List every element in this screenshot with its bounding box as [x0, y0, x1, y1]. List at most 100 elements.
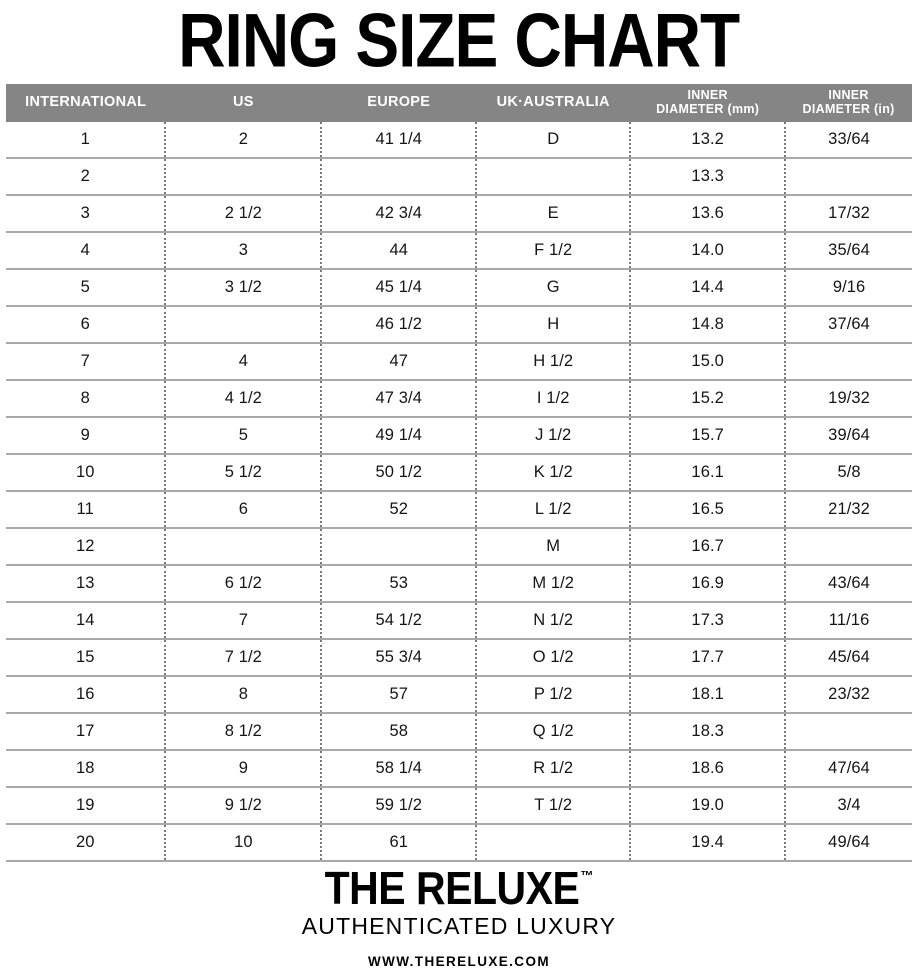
column-header-5-line1: INNER [828, 88, 869, 102]
table-cell-r5-c3: G [476, 268, 632, 306]
table-cell-r5-c2: 45 1/4 [321, 268, 478, 306]
table-cell-r18-c1: 9 [165, 749, 323, 787]
table-cell-r12-c0: 12 [6, 527, 167, 565]
table-cell-r13-c0: 13 [6, 564, 167, 602]
table-cell-r8-c5: 19/32 [785, 379, 912, 417]
table-row: 7 4 47 H 1/2 15.0 [6, 342, 912, 380]
table-cell-r6-c1 [165, 305, 323, 343]
table-cell-r11-c3: L 1/2 [476, 490, 632, 528]
table-row: 1 2 41 1/4 D 13.2 33/64 [6, 122, 912, 158]
table-row: 19 9 1/2 59 1/2 T 1/2 19.0 3/4 [6, 786, 912, 824]
table-cell-r15-c5: 45/64 [785, 638, 912, 676]
table-row: 11 6 52 L 1/2 16.5 21/32 [6, 490, 912, 528]
table-cell-r18-c3: R 1/2 [476, 749, 632, 787]
table-cell-r13-c5: 43/64 [785, 564, 912, 602]
table-cell-r14-c5: 11/16 [785, 601, 912, 639]
table-cell-r17-c1: 8 1/2 [165, 712, 323, 750]
table-cell-r4-c1: 3 [165, 231, 323, 269]
brand-tagline: AUTHENTICATED LUXURY [301, 913, 617, 939]
table-cell-r2-c2 [321, 157, 478, 195]
table-cell-r15-c3: O 1/2 [476, 638, 632, 676]
table-cell-r17-c5 [785, 712, 912, 750]
table-row: 16 8 57 P 1/2 18.1 23/32 [6, 675, 912, 713]
table-cell-r13-c2: 53 [321, 564, 478, 602]
table-cell-r3-c3: E [476, 194, 632, 232]
table-cell-r20-c3 [476, 823, 632, 862]
table-cell-r20-c5: 49/64 [785, 823, 912, 862]
table-cell-r10-c3: K 1/2 [476, 453, 632, 491]
table-cell-r3-c1: 2 1/2 [165, 194, 323, 232]
table-cell-r20-c0: 20 [6, 823, 167, 862]
table-cell-r8-c3: I 1/2 [476, 379, 632, 417]
table-cell-r2-c5 [785, 157, 912, 195]
size-table-container: INTERNATIONAL US EUROPE UK·AUSTRALIA INNER DI… [0, 84, 918, 862]
table-cell-r15-c2: 55 3/4 [321, 638, 478, 676]
column-header-4-line1: INNER [687, 88, 728, 102]
table-cell-r9-c5: 39/64 [785, 416, 912, 454]
table-row: 4 3 44 F 1/2 14.0 35/64 [6, 231, 912, 269]
title-container: RING SIZE CHART [0, 0, 918, 84]
table-cell-r5-c4: 14.4 [630, 268, 787, 306]
table-cell-r4-c0: 4 [6, 231, 167, 269]
table-cell-r16-c2: 57 [321, 675, 478, 713]
table-cell-r6-c2: 46 1/2 [321, 305, 478, 343]
table-cell-r2-c4: 13.3 [630, 157, 787, 195]
column-header-4: INNER DIAMETER (mm) [630, 84, 786, 122]
table-cell-r18-c4: 18.6 [630, 749, 787, 787]
table-cell-r11-c2: 52 [321, 490, 478, 528]
table-cell-r1-c2: 41 1/4 [321, 122, 478, 158]
table-cell-r13-c1: 6 1/2 [165, 564, 323, 602]
table-cell-r6-c4: 14.8 [630, 305, 787, 343]
table-cell-r9-c4: 15.7 [630, 416, 787, 454]
table-cell-r14-c0: 14 [6, 601, 167, 639]
table-cell-r18-c2: 58 1/4 [321, 749, 478, 787]
table-cell-r12-c5 [785, 527, 912, 565]
table-cell-r4-c5: 35/64 [785, 231, 912, 269]
table-cell-r10-c0: 10 [6, 453, 167, 491]
ring-size-table: INTERNATIONAL US EUROPE UK·AUSTRALIA INNER DI… [6, 84, 912, 862]
table-cell-r14-c1: 7 [165, 601, 323, 639]
table-cell-r1-c0: 1 [6, 122, 167, 158]
table-cell-r19-c5: 3/4 [785, 786, 912, 824]
table-cell-r1-c4: 13.2 [630, 122, 787, 158]
table-cell-r19-c2: 59 1/2 [321, 786, 478, 824]
table-cell-r3-c0: 3 [6, 194, 167, 232]
brand-name: THE RELUXE [324, 862, 580, 915]
table-cell-r10-c1: 5 1/2 [165, 453, 323, 491]
table-cell-r6-c3: H [476, 305, 632, 343]
table-cell-r12-c1 [165, 527, 323, 565]
table-cell-r8-c4: 15.2 [630, 379, 787, 417]
table-cell-r11-c0: 11 [6, 490, 167, 528]
table-cell-r12-c3: M [476, 527, 632, 565]
table-cell-r9-c1: 5 [165, 416, 323, 454]
table-cell-r3-c2: 42 3/4 [321, 194, 478, 232]
table-row: 2 13.3 [6, 157, 912, 195]
table-cell-r19-c1: 9 1/2 [165, 786, 323, 824]
table-cell-r15-c1: 7 1/2 [165, 638, 323, 676]
column-header-5-line2: DIAMETER (in) [802, 101, 895, 116]
table-cell-r5-c1: 3 1/2 [165, 268, 323, 306]
table-cell-r20-c4: 19.4 [630, 823, 787, 862]
table-cell-r9-c2: 49 1/4 [321, 416, 478, 454]
table-row: 17 8 1/2 58 Q 1/2 18.3 [6, 712, 912, 750]
table-cell-r10-c4: 16.1 [630, 453, 787, 491]
table-cell-r13-c4: 16.9 [630, 564, 787, 602]
column-header-1: US [165, 84, 322, 122]
table-cell-r1-c5: 33/64 [828, 130, 870, 148]
table-cell-r11-c5: 21/32 [785, 490, 912, 528]
table-cell-r2-c3 [476, 157, 632, 195]
table-cell-r16-c0: 16 [6, 675, 167, 713]
table-row: 6 46 1/2 H 14.8 37/64 [6, 305, 912, 343]
table-row: 12 M 16.7 [6, 527, 912, 565]
table-row: 15 7 1/2 55 3/4 O 1/2 17.7 45/64 [6, 638, 912, 676]
table-cell-r7-c5 [785, 342, 912, 380]
table-header-row: INTERNATIONAL US EUROPE UK·AUSTRALIA INNER DI… [6, 84, 912, 122]
table-cell-r6-c0: 6 [6, 305, 167, 343]
table-row: 20 10 61 19.4 49/64 [6, 823, 912, 862]
table-cell-r17-c3: Q 1/2 [476, 712, 632, 750]
table-cell-r7-c0: 7 [6, 342, 167, 380]
